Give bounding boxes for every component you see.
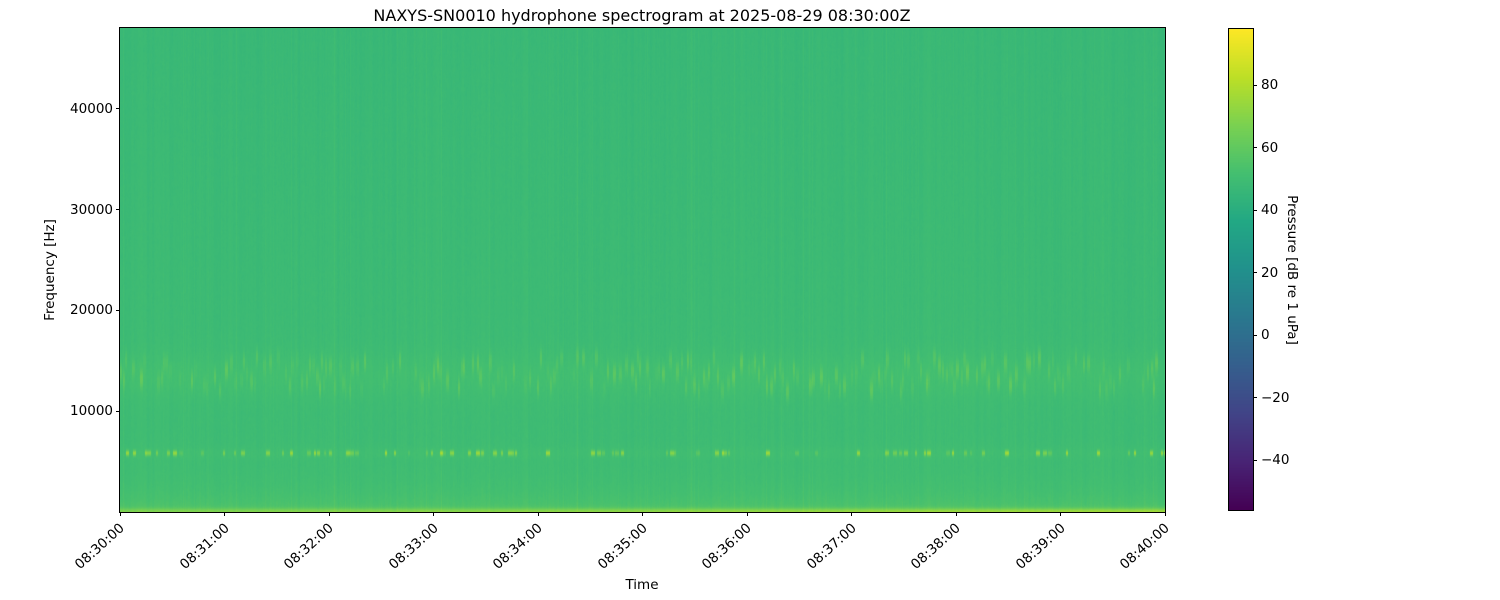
colorbar-gradient bbox=[1229, 29, 1253, 510]
x-tick-label-text: 08:30:00 bbox=[72, 520, 129, 573]
colorbar-tick-mark bbox=[1253, 272, 1257, 274]
x-tick-mark bbox=[1164, 512, 1166, 516]
colorbar-tick-mark bbox=[1253, 209, 1257, 211]
colorbar-tick-mark bbox=[1253, 147, 1257, 149]
x-tick-label-text: 08:34:00 bbox=[490, 520, 547, 573]
colorbar-axis-label: Pressure [dB re 1 uPa] bbox=[1284, 195, 1300, 345]
x-tick-label-text: 08:39:00 bbox=[1012, 520, 1069, 573]
y-tick-mark bbox=[116, 309, 120, 311]
y-tick-label: 20000 bbox=[70, 302, 113, 319]
x-tick-label-text: 08:38:00 bbox=[908, 520, 965, 573]
colorbar-tick-label: −40 bbox=[1261, 452, 1290, 469]
colorbar-tick-label: −20 bbox=[1261, 389, 1290, 406]
colorbar-tick-label: 60 bbox=[1261, 139, 1279, 156]
colorbar-tick-mark bbox=[1253, 397, 1257, 399]
plot-area bbox=[119, 27, 1166, 513]
x-tick-label-text: 08:31:00 bbox=[176, 520, 233, 573]
x-tick-mark bbox=[746, 512, 748, 516]
x-tick-mark bbox=[328, 512, 330, 516]
colorbar-tick-label: 0 bbox=[1261, 327, 1270, 344]
x-tick-mark bbox=[224, 512, 225, 516]
x-tick-mark bbox=[119, 512, 121, 516]
x-tick-label-text: 08:37:00 bbox=[803, 520, 860, 573]
spectrogram-heatmap bbox=[120, 28, 1165, 512]
x-axis-label: Time bbox=[625, 577, 659, 593]
y-tick-mark bbox=[116, 410, 120, 412]
x-tick-mark bbox=[851, 512, 852, 516]
x-tick-mark bbox=[537, 512, 539, 516]
x-tick-mark bbox=[642, 512, 643, 516]
colorbar-tick-mark bbox=[1253, 334, 1257, 336]
y-tick-mark bbox=[116, 108, 120, 110]
y-tick-label: 10000 bbox=[70, 403, 113, 420]
y-tick-label: 40000 bbox=[70, 100, 113, 117]
x-tick-label-text: 08:35:00 bbox=[594, 520, 651, 573]
colorbar-tick-label: 80 bbox=[1261, 77, 1279, 94]
colorbar-tick-mark bbox=[1253, 459, 1257, 461]
x-tick-label-text: 08:32:00 bbox=[281, 520, 338, 573]
x-tick-label-text: 08:36:00 bbox=[699, 520, 756, 573]
y-tick-label: 30000 bbox=[70, 201, 113, 218]
x-tick-mark bbox=[955, 512, 957, 516]
colorbar bbox=[1228, 28, 1254, 511]
x-tick-mark bbox=[433, 512, 434, 516]
colorbar-tick-label: 40 bbox=[1261, 202, 1279, 219]
colorbar-tick-label: 20 bbox=[1261, 264, 1279, 281]
x-tick-label-text: 08:33:00 bbox=[385, 520, 442, 573]
y-tick-mark bbox=[116, 209, 120, 210]
colorbar-tick-mark bbox=[1253, 84, 1257, 86]
x-tick-mark bbox=[1060, 512, 1061, 516]
x-tick-label-text: 08:40:00 bbox=[1117, 520, 1174, 573]
chart-title: NAXYS-SN0010 hydrophone spectrogram at 2… bbox=[373, 6, 911, 25]
